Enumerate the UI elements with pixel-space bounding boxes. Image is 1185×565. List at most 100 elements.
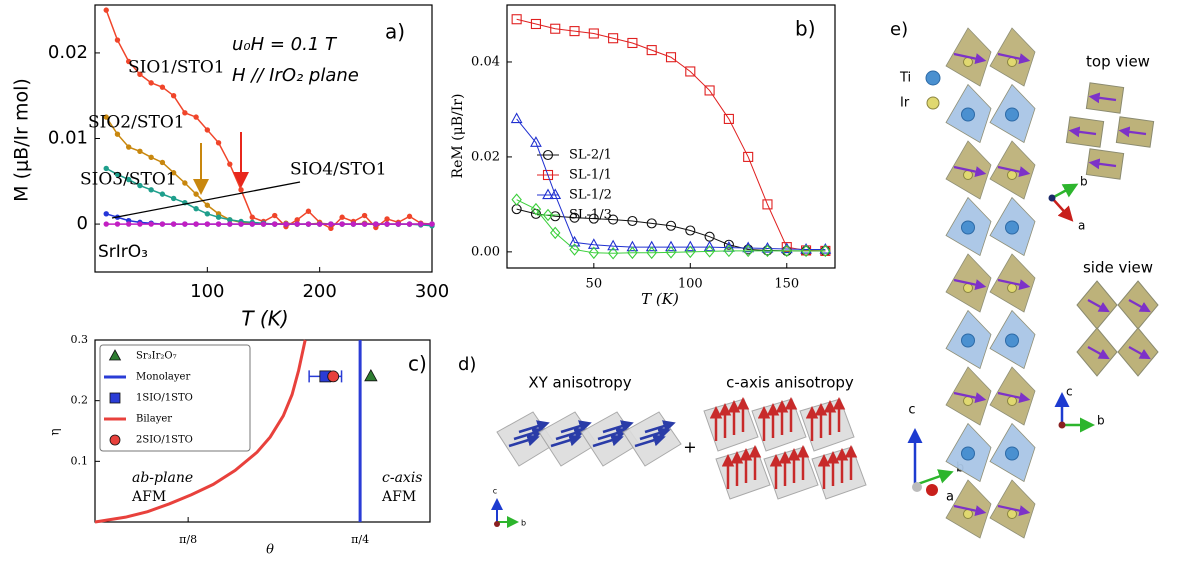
marker: [182, 180, 188, 186]
marker: [204, 202, 211, 208]
spin-arrow: [602, 420, 634, 434]
marker: [137, 148, 143, 155]
marker: [227, 161, 233, 167]
series-line: [94, 339, 307, 524]
marker: [249, 214, 255, 220]
panel-e: e) Ti Ir top view side view b a c b c b …: [890, 19, 1159, 539]
marker: [193, 114, 199, 120]
y-tick-label: 0.01: [48, 128, 88, 149]
marker: [260, 221, 267, 227]
panel-title: XY anisotropy: [528, 374, 631, 392]
y-axis-label: η: [48, 428, 62, 435]
spin-arrow: [997, 391, 1031, 403]
legend-ir: [926, 96, 940, 110]
marker: [626, 240, 639, 252]
marker: [569, 212, 580, 223]
marker: [373, 221, 379, 227]
marker: [587, 238, 600, 249]
spin-arrow: [953, 391, 987, 403]
marker: [684, 240, 697, 252]
axis-arrow: [1051, 183, 1079, 200]
legend-ti: [925, 70, 941, 86]
marker: [530, 202, 542, 216]
legend-label: Ir: [900, 96, 910, 111]
annotation: H // IrO₂ plane: [232, 65, 359, 86]
crystal-cell: [703, 398, 759, 452]
marker: [703, 240, 716, 252]
panel-label: b): [795, 17, 816, 41]
spin-arrow: [997, 504, 1031, 516]
marker: [549, 188, 562, 200]
crystal-cell: [799, 398, 855, 452]
ir-atom: [1007, 57, 1017, 67]
y-tick-label: 0.00: [471, 244, 500, 259]
spin-arrow: [1088, 158, 1117, 170]
ir-atom: [963, 170, 973, 180]
marker: [125, 176, 132, 183]
marker: [550, 226, 561, 240]
series-label: SrIrO₃: [98, 242, 148, 262]
spin-arrow: [518, 420, 550, 434]
y-tick-label: 0.3: [71, 333, 89, 346]
axis-atom: [926, 484, 938, 496]
ti-atom: [1005, 220, 1019, 235]
marker: [418, 221, 424, 227]
marker: [588, 246, 600, 260]
spin-arrow: [513, 427, 545, 441]
marker: [762, 199, 773, 210]
marker: [238, 187, 244, 193]
y-tick-label: 0.2: [71, 394, 89, 407]
spin-arrow: [1068, 126, 1097, 138]
marker: [193, 205, 199, 212]
x-tick-label: π/4: [351, 533, 369, 546]
crystal-cell: [622, 411, 682, 467]
spin-arrow: [550, 434, 582, 448]
marker: [327, 370, 340, 383]
marker: [646, 218, 657, 229]
marker: [148, 187, 154, 193]
legend-frame: [99, 344, 251, 452]
marker: [384, 216, 390, 222]
annotation: AFM: [131, 489, 166, 505]
legend-marker: [542, 188, 554, 200]
marker: [608, 214, 619, 225]
x-tick-label: 100: [678, 277, 703, 292]
marker: [511, 193, 522, 206]
marker: [249, 221, 255, 227]
marker: [148, 80, 154, 86]
marker: [361, 212, 368, 219]
y-tick-label: 0: [77, 213, 88, 234]
marker: [227, 221, 233, 227]
marker: [607, 239, 619, 251]
marker: [646, 246, 657, 260]
ti-atom: [1005, 107, 1019, 122]
legend-marker: [109, 392, 121, 404]
axis-arrow: [914, 469, 954, 487]
annotation: ab-plane: [132, 470, 193, 486]
ti-atom: [961, 333, 975, 348]
marker: [364, 368, 378, 382]
marker: [238, 221, 244, 227]
marker: [159, 159, 166, 166]
ir-atom: [1007, 509, 1017, 519]
marker: [550, 23, 561, 34]
axis-name: c: [1066, 385, 1073, 399]
marker: [743, 151, 754, 162]
spin-arrow: [953, 278, 987, 290]
y-tick-label: 0.1: [71, 454, 89, 467]
marker: [350, 221, 357, 227]
marker: [193, 191, 199, 197]
axis-name: a: [1078, 219, 1085, 233]
marker: [588, 213, 599, 224]
plot-frame: [94, 339, 431, 523]
series-line: [516, 199, 826, 254]
marker: [685, 225, 696, 236]
marker: [159, 191, 166, 197]
marker: [125, 221, 132, 227]
marker: [159, 84, 166, 90]
marker: [170, 195, 177, 202]
spin-arrow: [555, 427, 587, 441]
axis-origin: [1048, 194, 1056, 202]
marker: [215, 221, 222, 227]
marker: [665, 52, 677, 63]
